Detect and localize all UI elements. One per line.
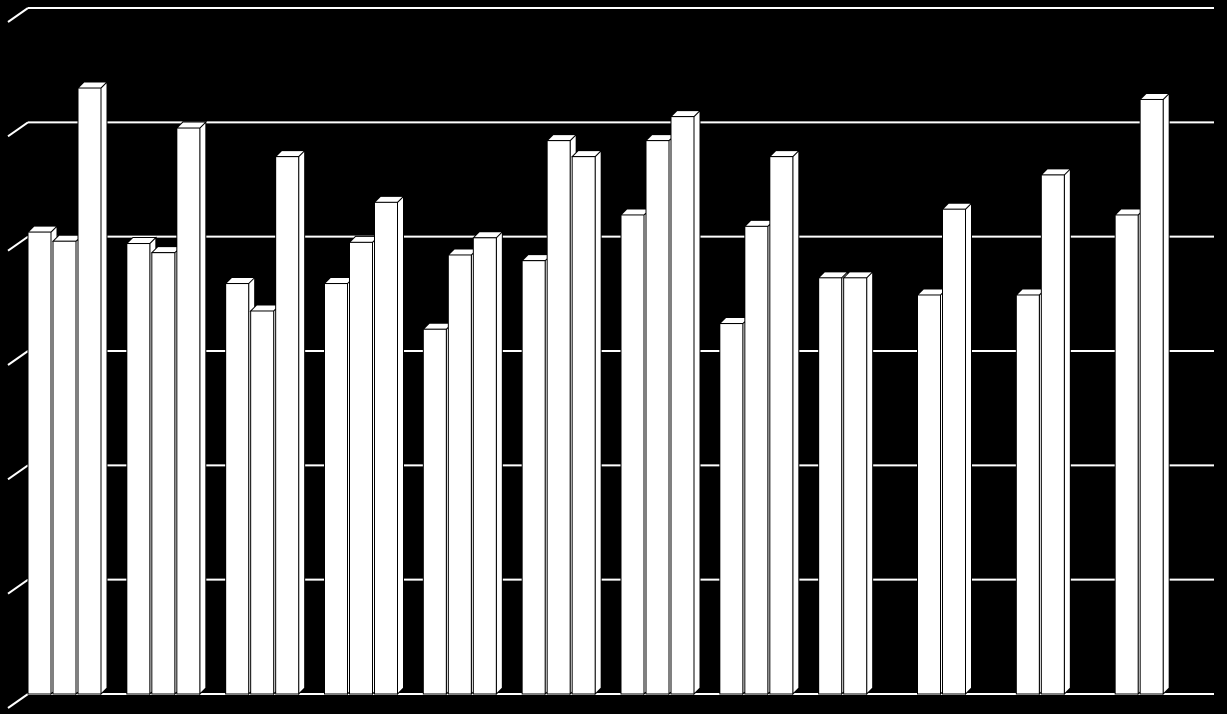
bar (373, 195, 405, 696)
bar-face (546, 140, 571, 695)
bar-face (818, 277, 843, 695)
bar-face (1040, 174, 1065, 695)
bar-face (1139, 98, 1164, 695)
bar-face (1063, 167, 1071, 696)
bar-face (670, 116, 695, 695)
bar (1040, 167, 1072, 696)
bar (472, 230, 504, 696)
bar (768, 149, 801, 696)
bar-face (495, 230, 503, 696)
grid-line-depth (7, 235, 29, 252)
bar-face (571, 156, 596, 695)
bar-face (917, 294, 941, 695)
bar-face (374, 201, 398, 695)
bar-face (769, 156, 794, 695)
bar-face (275, 156, 300, 695)
bar-face (744, 225, 769, 695)
bar-face (719, 323, 744, 695)
bar-face (472, 237, 497, 695)
bar-face (521, 260, 546, 695)
bar-face (620, 214, 645, 695)
bar-face (27, 231, 52, 695)
bar-face (77, 87, 102, 695)
bar-face (1162, 92, 1170, 696)
bar-face (126, 243, 151, 695)
bar-face (866, 270, 874, 696)
grid-line-depth (7, 7, 29, 23)
bar-face (645, 140, 670, 695)
bar-face (397, 195, 404, 696)
bar (669, 109, 702, 696)
bar (1138, 92, 1171, 696)
bar-face (250, 310, 275, 695)
grid-line-depth (7, 350, 29, 366)
bar (941, 202, 973, 696)
bar (842, 270, 874, 696)
bar (175, 120, 208, 696)
bar-face (693, 109, 701, 696)
bar-face (298, 149, 306, 696)
bar-face (965, 202, 972, 696)
bar-face (151, 252, 176, 695)
grid-line-depth (7, 121, 29, 138)
bar-face (176, 127, 201, 695)
bar-face (52, 240, 77, 695)
bar (274, 149, 306, 696)
bar-face (843, 277, 868, 695)
bar-face (422, 328, 447, 695)
bar (570, 149, 603, 696)
bar-face (594, 149, 602, 696)
grid-line-depth (7, 693, 29, 709)
bar-face (1114, 214, 1139, 695)
bar (76, 80, 109, 696)
bar-face (199, 120, 207, 696)
bar-face (447, 254, 472, 695)
bar-face (792, 149, 800, 696)
bar-face (349, 241, 373, 695)
bar-face (324, 283, 348, 695)
bar-face (942, 208, 966, 695)
bar-face (225, 283, 250, 695)
bar-face (1015, 294, 1040, 695)
grid-line-depth (7, 464, 29, 481)
bar-face (100, 80, 108, 696)
grid-line-depth (7, 578, 29, 595)
